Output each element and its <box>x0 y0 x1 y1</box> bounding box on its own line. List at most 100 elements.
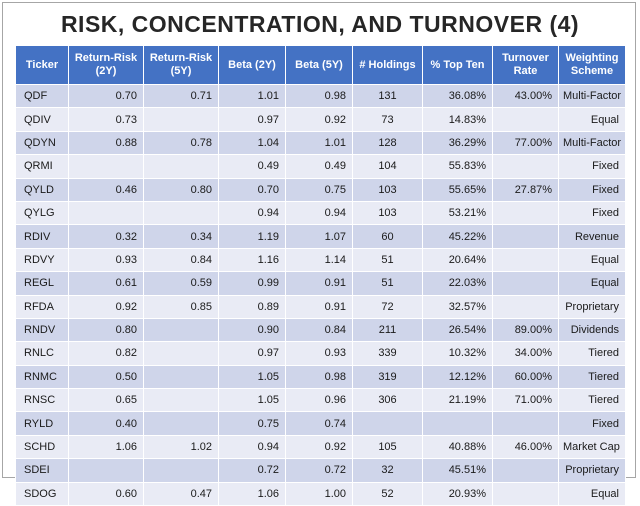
cell-beta-5y: 0.84 <box>285 317 353 343</box>
cell-top-ten: 36.08% <box>422 83 493 109</box>
cell-beta-2y: 0.97 <box>218 107 286 132</box>
cell-top-ten: 55.65% <box>422 177 493 202</box>
cell-return-risk-2y: 0.92 <box>68 294 144 319</box>
table-row: RFDA 0.92 0.85 0.89 0.91 72 32.57% Proprietary <box>15 294 626 319</box>
cell-holdings: 339 <box>352 341 423 366</box>
cell-return-risk-2y: 0.80 <box>68 317 144 343</box>
cell-ticker: QYLG <box>15 200 69 226</box>
header-return-risk-2y: Return-Risk (2Y) <box>68 45 144 85</box>
cell-turnover-rate <box>492 458 559 483</box>
cell-turnover-rate <box>492 271 559 296</box>
cell-return-risk-5y <box>143 154 219 179</box>
header-beta-2y: Beta (2Y) <box>218 45 286 85</box>
cell-beta-5y: 0.92 <box>285 434 353 460</box>
risk-table: Ticker Return-Risk (2Y) Return-Risk (5Y)… <box>15 45 626 506</box>
cell-top-ten: 36.29% <box>422 130 493 156</box>
cell-beta-5y: 0.49 <box>285 154 353 179</box>
cell-holdings: 211 <box>352 317 423 343</box>
cell-weighting-scheme: Equal <box>558 107 626 132</box>
cell-beta-2y: 1.04 <box>218 130 286 156</box>
cell-beta-2y: 0.94 <box>218 200 286 226</box>
cell-weighting-scheme: Fixed <box>558 154 626 179</box>
cell-holdings: 128 <box>352 130 423 156</box>
cell-return-risk-2y: 0.32 <box>68 224 144 249</box>
cell-turnover-rate <box>492 411 559 436</box>
cell-return-risk-5y: 0.59 <box>143 271 219 296</box>
cell-beta-5y: 1.07 <box>285 224 353 249</box>
cell-top-ten: 14.83% <box>422 107 493 132</box>
cell-beta-2y: 1.05 <box>218 364 286 390</box>
cell-return-risk-2y: 0.50 <box>68 364 144 390</box>
cell-return-risk-5y: 0.80 <box>143 177 219 202</box>
cell-return-risk-2y: 0.82 <box>68 341 144 366</box>
cell-turnover-rate: 89.00% <box>492 317 559 343</box>
cell-turnover-rate <box>492 481 559 506</box>
table-body: QDF 0.70 0.71 1.01 0.98 131 36.08% 43.00% Multi-… <box>15 83 626 506</box>
table-row: RYLD 0.40 0.75 0.74 Fixed <box>15 411 626 436</box>
cell-return-risk-5y: 0.78 <box>143 130 219 156</box>
cell-top-ten: 20.93% <box>422 481 493 506</box>
cell-ticker: SDOG <box>15 481 69 506</box>
cell-ticker: RNDV <box>15 317 69 343</box>
cell-top-ten: 53.21% <box>422 200 493 226</box>
cell-turnover-rate: 43.00% <box>492 83 559 109</box>
cell-beta-5y: 1.14 <box>285 247 353 273</box>
cell-return-risk-5y: 0.47 <box>143 481 219 506</box>
cell-holdings: 51 <box>352 271 423 296</box>
cell-weighting-scheme: Fixed <box>558 200 626 226</box>
cell-beta-5y: 1.01 <box>285 130 353 156</box>
header-top-ten: % Top Ten <box>422 45 493 85</box>
cell-weighting-scheme: Proprietary <box>558 294 626 319</box>
cell-return-risk-5y: 0.34 <box>143 224 219 249</box>
cell-beta-5y: 0.92 <box>285 107 353 132</box>
cell-beta-2y: 1.16 <box>218 247 286 273</box>
cell-holdings: 52 <box>352 481 423 506</box>
cell-holdings: 103 <box>352 177 423 202</box>
cell-weighting-scheme: Fixed <box>558 411 626 436</box>
cell-return-risk-5y <box>143 458 219 483</box>
cell-weighting-scheme: Market Cap <box>558 434 626 460</box>
cell-ticker: QRMI <box>15 154 69 179</box>
cell-holdings: 32 <box>352 458 423 483</box>
cell-holdings: 131 <box>352 83 423 109</box>
cell-turnover-rate: 77.00% <box>492 130 559 156</box>
cell-ticker: RNLC <box>15 341 69 366</box>
cell-holdings <box>352 411 423 436</box>
cell-ticker: QDF <box>15 83 69 109</box>
header-return-risk-5y: Return-Risk (5Y) <box>143 45 219 85</box>
cell-top-ten: 12.12% <box>422 364 493 390</box>
cell-beta-5y: 0.98 <box>285 364 353 390</box>
cell-ticker: RYLD <box>15 411 69 436</box>
cell-return-risk-2y: 0.60 <box>68 481 144 506</box>
cell-beta-2y: 0.75 <box>218 411 286 436</box>
cell-beta-2y: 0.89 <box>218 294 286 319</box>
cell-holdings: 104 <box>352 154 423 179</box>
cell-ticker: SCHD <box>15 434 69 460</box>
cell-beta-5y: 0.94 <box>285 200 353 226</box>
cell-top-ten: 22.03% <box>422 271 493 296</box>
cell-weighting-scheme: Equal <box>558 247 626 273</box>
cell-weighting-scheme: Tiered <box>558 388 626 413</box>
cell-top-ten: 21.19% <box>422 388 493 413</box>
table-row: QDIV 0.73 0.97 0.92 73 14.83% Equal <box>15 107 626 132</box>
cell-return-risk-2y: 0.88 <box>68 130 144 156</box>
cell-return-risk-5y <box>143 364 219 390</box>
cell-turnover-rate <box>492 154 559 179</box>
cell-beta-2y: 0.49 <box>218 154 286 179</box>
cell-top-ten: 45.22% <box>422 224 493 249</box>
cell-return-risk-2y: 0.46 <box>68 177 144 202</box>
cell-beta-2y: 0.72 <box>218 458 286 483</box>
cell-holdings: 319 <box>352 364 423 390</box>
cell-ticker: QYLD <box>15 177 69 202</box>
cell-holdings: 72 <box>352 294 423 319</box>
cell-return-risk-5y: 0.84 <box>143 247 219 273</box>
cell-return-risk-2y <box>68 200 144 226</box>
cell-holdings: 105 <box>352 434 423 460</box>
cell-return-risk-5y: 1.02 <box>143 434 219 460</box>
cell-beta-5y: 1.00 <box>285 481 353 506</box>
cell-weighting-scheme: Dividends <box>558 317 626 343</box>
cell-weighting-scheme: Fixed <box>558 177 626 202</box>
table-row: RNDV 0.80 0.90 0.84 211 26.54% 89.00% Dividends <box>15 317 626 343</box>
cell-turnover-rate: 46.00% <box>492 434 559 460</box>
